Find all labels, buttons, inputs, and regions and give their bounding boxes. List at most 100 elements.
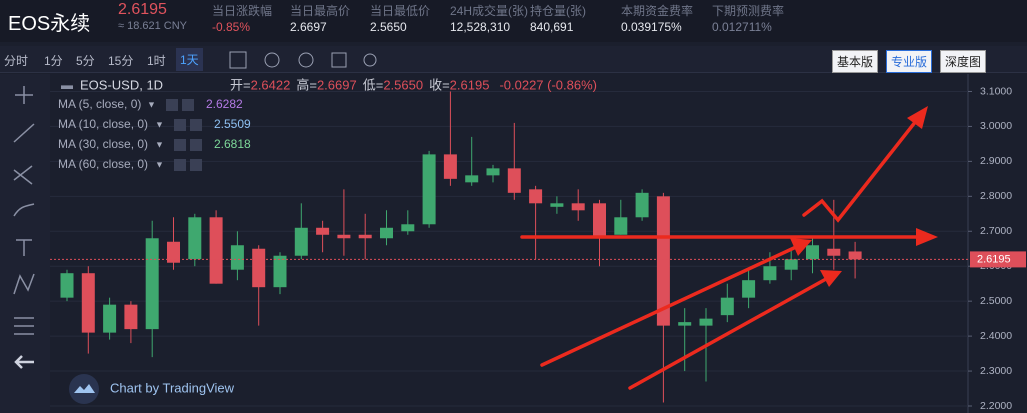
candle-body (507, 168, 521, 193)
icon[interactable] (14, 355, 34, 369)
candle-body (337, 234, 351, 239)
toolbar-icons (229, 51, 377, 69)
y-tick-label: 3.1000 (980, 85, 1012, 97)
candle-body (401, 224, 415, 232)
candle-body (380, 227, 393, 239)
stat-label: 当日涨跌幅 (212, 4, 273, 18)
candle-body (422, 154, 436, 225)
candle-body (635, 192, 649, 218)
candle-body (252, 248, 266, 288)
legend-value: 2.6697 (317, 77, 357, 92)
indicator-label: MA (30, close, 0) (58, 137, 148, 151)
stat-label: 本期资金费率 (621, 4, 694, 18)
last-price-box (970, 251, 1026, 268)
view-button[interactable]: 基本版 (832, 50, 879, 73)
indicator-value: 2.6818 (214, 137, 251, 151)
arrow-head (916, 228, 938, 246)
candle-body (806, 245, 819, 260)
stat-value: 2.5650 (370, 20, 407, 34)
cny-price: ≈ 18.621 CNY (118, 20, 188, 32)
icon[interactable] (331, 52, 347, 68)
indicator-value: 2.5509 (214, 117, 251, 131)
candle-body (209, 217, 223, 284)
legend-label: 收= (429, 77, 450, 92)
legend-label: 低= (363, 77, 384, 92)
candle-body (124, 304, 138, 330)
legend-symbol: EOS-USD, 1D (80, 77, 163, 92)
icon[interactable] (363, 53, 377, 67)
interval-button[interactable]: 1分 (44, 54, 63, 68)
icon[interactable] (298, 52, 314, 68)
arrow-head (790, 238, 812, 256)
candle-body (145, 238, 159, 330)
arrow-line (802, 119, 918, 223)
indicator-settings (166, 99, 178, 111)
watermark-logo (74, 384, 95, 393)
y-tick-label: 2.3000 (980, 365, 1012, 377)
icon[interactable] (264, 52, 280, 68)
stat-label: 下期预测费率 (712, 4, 785, 18)
drawing-toolbar (0, 74, 50, 413)
y-tick-label: 2.5000 (980, 295, 1012, 307)
candle-body (720, 297, 734, 316)
legend-value: 2.5650 (383, 77, 423, 92)
legend-value: 2.6195 (450, 77, 490, 92)
candle-body (230, 245, 244, 270)
view-button[interactable]: 深度图 (940, 50, 987, 73)
last-price-label: 2.6195 (977, 253, 1011, 265)
stat-label: 当日最高价 (290, 4, 351, 18)
candle-body (550, 203, 564, 207)
indicator-remove (190, 119, 202, 131)
indicator-menu: ▼ (155, 119, 164, 129)
candle-body (529, 189, 543, 204)
header: EOS永续 2.6195 ≈ 18.621 CNY 当日涨跌幅 -0.85% 当… (0, 0, 1027, 42)
stat-value: 0.039175% (621, 20, 682, 34)
icon[interactable] (13, 165, 33, 185)
annotations (520, 106, 938, 390)
watermark-text: Chart by TradingView (110, 380, 235, 395)
stat-value: 12,528,310 (450, 20, 511, 34)
candle-body (465, 175, 479, 183)
interval-button-selected[interactable]: 1天 (176, 48, 203, 71)
icon[interactable] (14, 317, 34, 335)
candle-body (699, 318, 713, 326)
icon[interactable] (13, 273, 35, 295)
y-tick-label: 2.7000 (980, 225, 1012, 237)
icon[interactable] (16, 239, 32, 256)
candle-body (614, 217, 628, 235)
interval-button[interactable]: 1时 (147, 54, 166, 68)
interval-button[interactable]: 分时 (4, 54, 29, 68)
icon[interactable] (13, 123, 35, 143)
candle-body (358, 234, 372, 239)
interval-button[interactable]: 15分 (108, 54, 134, 68)
drawing-tools (13, 86, 35, 369)
indicator-label: MA (60, close, 0) (58, 157, 148, 171)
indicator-label: MA (10, close, 0) (58, 117, 148, 131)
icon[interactable] (229, 51, 247, 69)
candle-body (103, 304, 117, 333)
indicator-settings (174, 139, 186, 151)
candle-body (81, 273, 95, 333)
indicator-menu: ▼ (155, 159, 164, 169)
indicator-remove (190, 139, 202, 151)
candle-body (827, 248, 841, 256)
candle-body (486, 168, 500, 176)
arrow-line (628, 277, 828, 390)
y-tick-label: 2.4000 (980, 330, 1012, 342)
indicator-settings (174, 159, 186, 171)
y-tick-label: 2.9000 (980, 155, 1012, 167)
candle-body (167, 241, 180, 263)
view-button-selected[interactable]: 专业版 (886, 50, 933, 73)
symbol: EOS永续 (8, 13, 91, 35)
stat-value: 2.6697 (290, 20, 327, 34)
icon[interactable] (15, 86, 33, 104)
interval-button[interactable]: 5分 (76, 54, 95, 68)
stat-value: 0.012711% (712, 20, 772, 34)
candle-body (593, 203, 606, 239)
icon[interactable] (13, 203, 35, 217)
legend-label: 开= (230, 77, 251, 92)
candle-body (763, 266, 777, 281)
candle-body (443, 154, 457, 179)
watermark: Chart by TradingView (69, 374, 235, 404)
legend-value: 2.6422 (251, 77, 291, 92)
